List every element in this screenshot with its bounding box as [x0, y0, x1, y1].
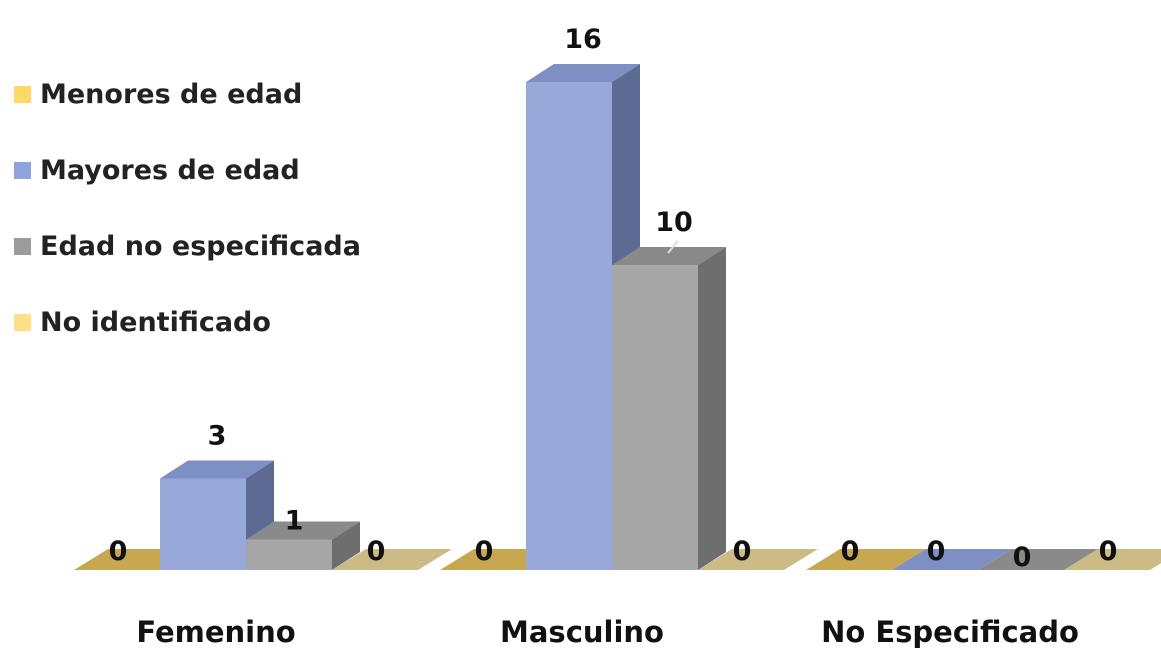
- data-label: 0: [841, 536, 860, 567]
- legend-item: Edad no especificada: [14, 208, 361, 284]
- bar-floor-tile: [332, 549, 452, 570]
- category-label: Masculino: [500, 615, 664, 649]
- bar-top-face: [612, 247, 726, 265]
- bar-floor-tile: [698, 549, 818, 570]
- legend-item: Mayores de edad: [14, 132, 361, 208]
- bar-top-face: [526, 64, 640, 82]
- chart-legend: Menores de edad Mayores de edad Edad no …: [14, 56, 361, 360]
- bar: [160, 478, 246, 570]
- category-label: Femenino: [136, 615, 295, 649]
- legend-item: Menores de edad: [14, 56, 361, 132]
- data-label: 3: [208, 421, 227, 452]
- data-label: 16: [564, 24, 602, 55]
- category-label: No Especificado: [821, 615, 1079, 649]
- data-label: 0: [733, 536, 752, 567]
- data-label: 0: [367, 536, 386, 567]
- legend-item: No identificado: [14, 284, 361, 360]
- legend-label: Menores de edad: [40, 78, 303, 110]
- bar-side-face: [332, 521, 360, 570]
- legend-swatch: [14, 85, 31, 103]
- data-label: 0: [927, 536, 946, 567]
- legend-label: Edad no especificada: [40, 230, 361, 262]
- bar-side-face: [698, 247, 726, 570]
- legend-swatch: [14, 313, 31, 331]
- bar-floor-tile: [892, 549, 1012, 570]
- legend-label: Mayores de edad: [40, 154, 300, 186]
- data-label: 0: [1013, 542, 1032, 573]
- bar-floor-tile: [978, 549, 1098, 570]
- bar: [612, 265, 698, 570]
- bar: [526, 82, 612, 570]
- legend-label: No identificado: [40, 306, 271, 338]
- data-label: 1: [285, 506, 304, 537]
- data-label: 0: [475, 536, 494, 567]
- legend-swatch: [14, 237, 31, 255]
- bar: [246, 539, 332, 570]
- bar-floor-tile: [1064, 549, 1161, 570]
- data-label: 0: [109, 536, 128, 567]
- data-label: 0: [1099, 536, 1118, 567]
- label-leader-line: [667, 240, 679, 254]
- legend-swatch: [14, 161, 31, 179]
- bar-top-face: [160, 460, 274, 479]
- bar-floor-tile: [806, 549, 926, 570]
- data-label: 10: [655, 207, 693, 238]
- bar-top-face: [246, 521, 360, 540]
